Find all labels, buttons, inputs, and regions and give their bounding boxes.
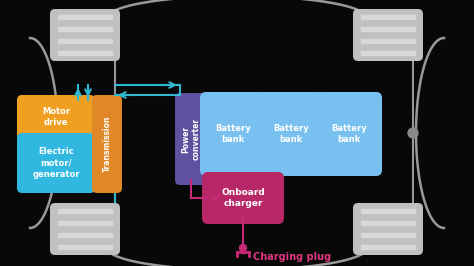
- FancyBboxPatch shape: [353, 203, 423, 255]
- FancyBboxPatch shape: [175, 93, 207, 185]
- Bar: [361, 245, 415, 249]
- Bar: [361, 221, 415, 225]
- Text: Motor
drive: Motor drive: [42, 107, 70, 127]
- Bar: [58, 209, 112, 213]
- FancyBboxPatch shape: [353, 9, 423, 61]
- Text: Charging plug: Charging plug: [253, 252, 331, 262]
- Text: Power
converter: Power converter: [181, 118, 201, 160]
- FancyBboxPatch shape: [200, 92, 266, 176]
- Text: Onboard
charger: Onboard charger: [221, 188, 265, 208]
- Bar: [361, 233, 415, 237]
- Circle shape: [239, 244, 246, 251]
- Bar: [361, 27, 415, 31]
- Text: Battery
bank: Battery bank: [273, 124, 309, 144]
- FancyBboxPatch shape: [50, 9, 120, 61]
- Bar: [361, 39, 415, 43]
- Text: Electric
motor/
generator: Electric motor/ generator: [32, 147, 80, 178]
- FancyBboxPatch shape: [202, 172, 284, 224]
- Bar: [58, 27, 112, 31]
- FancyBboxPatch shape: [17, 133, 95, 193]
- Circle shape: [408, 128, 418, 138]
- FancyBboxPatch shape: [50, 203, 120, 255]
- FancyBboxPatch shape: [92, 95, 122, 193]
- Bar: [58, 245, 112, 249]
- Bar: [361, 209, 415, 213]
- Text: Battery
bank: Battery bank: [331, 124, 367, 144]
- Bar: [58, 221, 112, 225]
- FancyBboxPatch shape: [316, 92, 382, 176]
- Bar: [58, 39, 112, 43]
- Bar: [58, 51, 112, 55]
- FancyBboxPatch shape: [258, 92, 324, 176]
- Text: Transmission: Transmission: [102, 116, 111, 172]
- FancyBboxPatch shape: [17, 95, 95, 139]
- Text: Battery
bank: Battery bank: [215, 124, 251, 144]
- Bar: [361, 51, 415, 55]
- Bar: [361, 15, 415, 19]
- Bar: [58, 15, 112, 19]
- Bar: [58, 233, 112, 237]
